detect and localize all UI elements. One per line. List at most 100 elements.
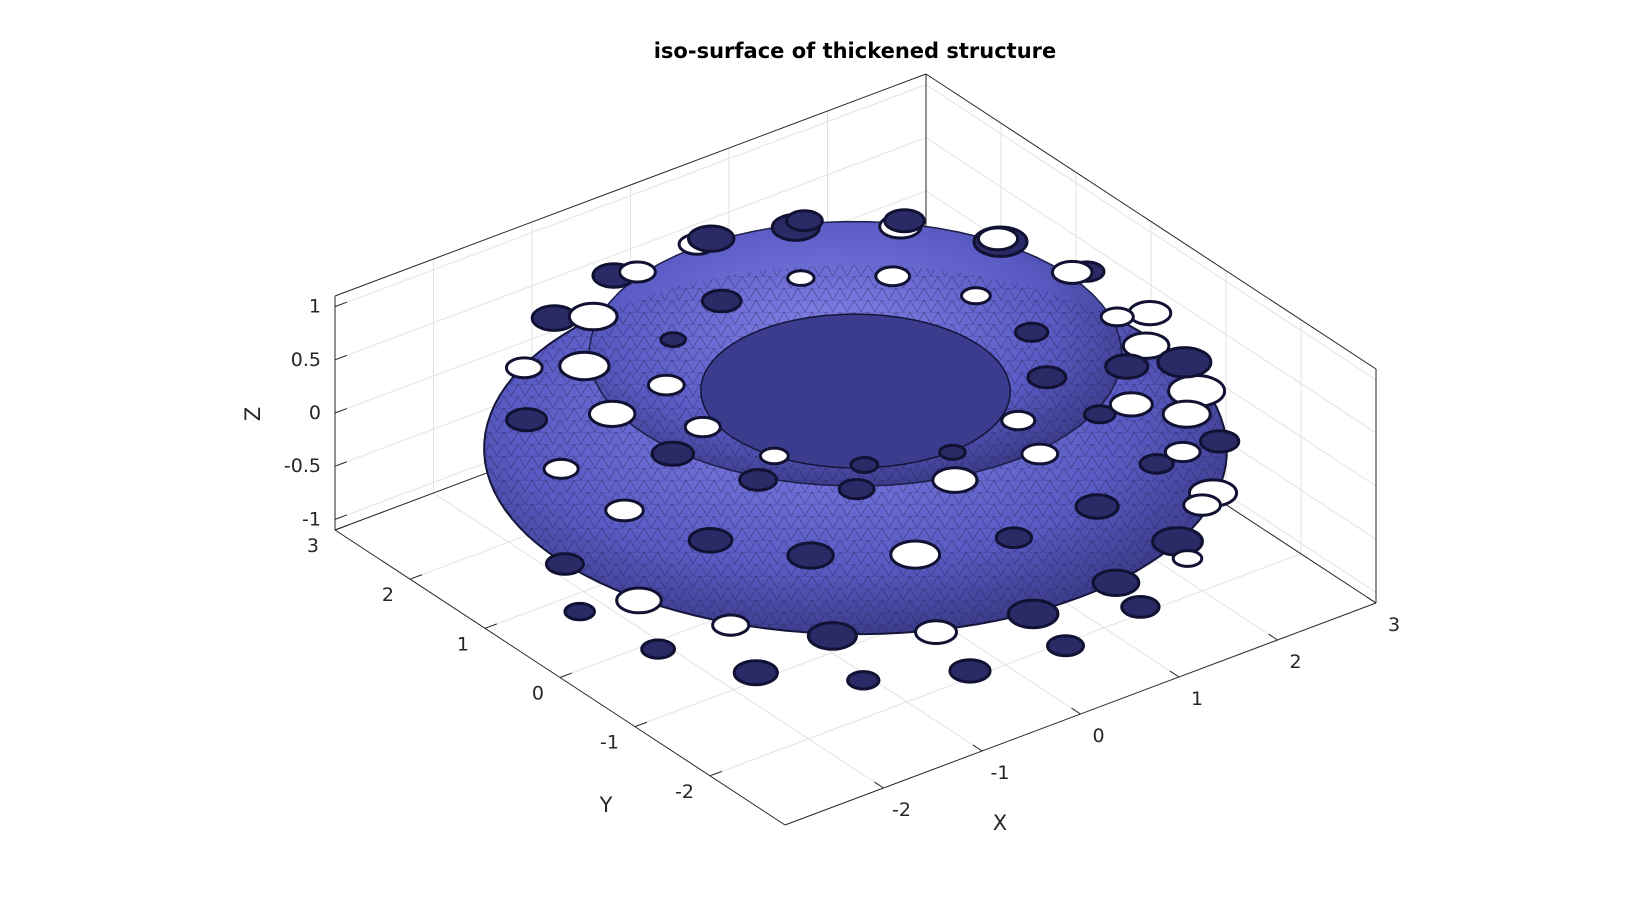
lattice-hole bbox=[1127, 300, 1173, 327]
lattice-hole bbox=[558, 350, 611, 382]
x-tick bbox=[1071, 707, 1081, 715]
lattice-hole bbox=[931, 466, 979, 494]
lattice-hole bbox=[1120, 595, 1161, 619]
y-tick bbox=[334, 525, 347, 531]
lattice-hole bbox=[1171, 549, 1204, 568]
lattice-hole bbox=[604, 498, 645, 523]
z-tick-label: 1 bbox=[309, 296, 321, 318]
side-wall-grid-z bbox=[925, 84, 1377, 381]
z-tick bbox=[334, 354, 347, 361]
x-axis-label: X bbox=[993, 811, 1007, 835]
lattice-hole bbox=[786, 541, 835, 570]
z-tick-label: -0.5 bbox=[284, 455, 321, 477]
y-tick-label: 3 bbox=[307, 535, 319, 557]
y-tick bbox=[559, 672, 572, 678]
lattice-hole bbox=[1161, 399, 1212, 429]
z-tick bbox=[334, 461, 347, 467]
x-tick-label: 2 bbox=[1289, 651, 1301, 673]
z-tick bbox=[334, 301, 347, 308]
lattice-hole bbox=[785, 209, 824, 233]
torus-inner-hole bbox=[700, 313, 1011, 469]
x-tick bbox=[1366, 596, 1377, 604]
lattice-hole bbox=[687, 224, 736, 253]
lattice-hole bbox=[976, 226, 1020, 252]
lattice-hole bbox=[504, 356, 544, 380]
back-wall-grid-z bbox=[334, 137, 927, 361]
lattice-hole bbox=[1099, 306, 1135, 328]
lattice-hole bbox=[846, 670, 881, 691]
lattice-hole bbox=[938, 443, 967, 461]
lattice-hole bbox=[1074, 493, 1120, 520]
x-tick bbox=[1268, 633, 1278, 641]
lattice-hole bbox=[615, 586, 663, 615]
lattice-hole bbox=[1000, 409, 1037, 432]
lattice-hole bbox=[1138, 453, 1175, 475]
lattice-hole bbox=[837, 478, 876, 501]
lattice-hole bbox=[640, 638, 676, 660]
lattice-hole bbox=[883, 208, 926, 234]
lattice-hole bbox=[1156, 346, 1213, 379]
x-tick-label: -2 bbox=[892, 799, 911, 821]
floor-grid-y bbox=[709, 553, 1302, 777]
y-tick-label: 2 bbox=[382, 584, 394, 606]
lattice-hole bbox=[1121, 331, 1171, 360]
lattice-hole bbox=[914, 619, 958, 645]
torus-isosurface bbox=[483, 208, 1241, 691]
x-tick-label: 1 bbox=[1191, 688, 1203, 710]
lattice-hole bbox=[849, 456, 880, 474]
lattice-hole bbox=[659, 331, 687, 349]
lattice-hole bbox=[738, 468, 779, 492]
z-tick-label: -1 bbox=[302, 508, 321, 530]
lattice-hole bbox=[646, 373, 686, 397]
lattice-hole bbox=[650, 440, 696, 467]
y-tick bbox=[409, 574, 422, 580]
y-tick-label: 0 bbox=[532, 683, 544, 705]
y-tick-label: -1 bbox=[600, 732, 619, 754]
lattice-hole bbox=[1046, 634, 1085, 658]
lattice-hole bbox=[1083, 404, 1117, 425]
lattice-hole bbox=[1091, 568, 1141, 597]
x-tick bbox=[1169, 670, 1180, 678]
lattice-hole bbox=[1013, 321, 1050, 343]
z-tick-label: 0 bbox=[309, 402, 321, 424]
lattice-hole bbox=[618, 260, 657, 284]
lattice-hole bbox=[587, 399, 637, 428]
lattice-hole bbox=[1020, 442, 1060, 466]
axes-box-edge bbox=[334, 73, 927, 297]
lattice-hole bbox=[1006, 598, 1060, 630]
lattice-hole bbox=[711, 613, 751, 637]
lattice-hole bbox=[1198, 429, 1241, 454]
z-tick bbox=[334, 408, 347, 414]
lattice-hole bbox=[542, 457, 580, 480]
z-axis-label: Z bbox=[241, 407, 265, 421]
lattice-hole bbox=[563, 601, 597, 622]
lattice-hole bbox=[1163, 440, 1202, 464]
lattice-hole bbox=[700, 288, 743, 314]
chart-title: iso-surface of thickened structure bbox=[654, 39, 1057, 63]
lattice-hole bbox=[732, 659, 779, 687]
lattice-hole bbox=[806, 621, 858, 651]
y-axis-label: Y bbox=[599, 793, 613, 817]
lattice-hole bbox=[683, 415, 722, 439]
lattice-hole bbox=[1026, 365, 1068, 390]
lattice-hole bbox=[1104, 353, 1150, 380]
x-tick bbox=[874, 781, 884, 789]
lattice-hole bbox=[505, 407, 549, 433]
z-tick bbox=[334, 514, 347, 520]
lattice-hole bbox=[1050, 259, 1094, 285]
x-tick-label: -1 bbox=[991, 762, 1010, 784]
lattice-hole bbox=[994, 526, 1034, 550]
lattice-hole bbox=[687, 527, 734, 554]
lattice-hole bbox=[960, 286, 992, 306]
y-tick bbox=[634, 721, 647, 728]
axes-box-edge bbox=[925, 73, 1377, 370]
y-tick bbox=[484, 623, 497, 629]
lattice-hole bbox=[1182, 493, 1222, 517]
x-tick bbox=[972, 744, 983, 752]
back-wall-grid-z bbox=[334, 84, 927, 308]
y-tick-label: -2 bbox=[675, 781, 694, 803]
lattice-hole bbox=[786, 269, 816, 287]
y-tick-label: 1 bbox=[457, 633, 469, 655]
lattice-hole bbox=[544, 552, 585, 576]
